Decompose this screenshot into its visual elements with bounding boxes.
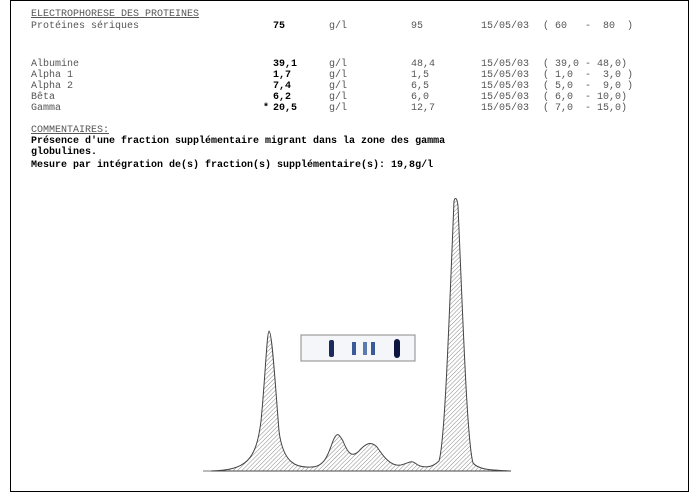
gel-band	[363, 342, 367, 355]
gel-band	[371, 342, 375, 355]
date: 15/05/03	[481, 70, 529, 81]
unit: g/l	[329, 70, 347, 81]
row-label: Protéines sériques	[31, 21, 139, 32]
report-page: ELECTROPHORESE DES PROTEINES COMMENTAIRE…	[10, 0, 689, 492]
date: 15/05/03	[481, 103, 529, 114]
row-label: Albumine	[31, 59, 79, 70]
value: 75	[273, 21, 285, 32]
value: 7,4	[273, 81, 291, 92]
gel-band	[329, 340, 334, 357]
previous-value: 12,7	[411, 103, 435, 114]
previous-value: 6,0	[411, 92, 429, 103]
gel-band	[352, 342, 356, 355]
value: 1,7	[273, 70, 291, 81]
reference-range: ( 6,0 - 10,0)	[543, 92, 627, 103]
gel-band	[394, 339, 400, 358]
previous-value: 48,4	[411, 59, 435, 70]
flag: *	[263, 103, 269, 114]
reference-range: ( 5,0 - 9,0 )	[543, 81, 633, 92]
unit: g/l	[329, 59, 347, 70]
reference-range: ( 60 - 80 )	[543, 21, 633, 32]
unit: g/l	[329, 21, 347, 32]
value: 6,2	[273, 92, 291, 103]
value: 20,5	[273, 103, 297, 114]
date: 15/05/03	[481, 92, 529, 103]
value: 39,1	[273, 59, 297, 70]
unit: g/l	[329, 103, 347, 114]
previous-value: 6,5	[411, 81, 429, 92]
row-label: Bêta	[31, 92, 55, 103]
row-label: Alpha 1	[31, 70, 73, 81]
date: 15/05/03	[481, 59, 529, 70]
row-label: Alpha 2	[31, 81, 73, 92]
reference-range: ( 39,0 - 48,0)	[543, 59, 627, 70]
previous-value: 95	[411, 21, 423, 32]
reference-range: ( 1,0 - 3,0 )	[543, 70, 633, 81]
date: 15/05/03	[481, 81, 529, 92]
unit: g/l	[329, 81, 347, 92]
unit: g/l	[329, 92, 347, 103]
previous-value: 1,5	[411, 70, 429, 81]
row-label: Gamma	[31, 103, 61, 114]
reference-range: ( 7,0 - 15,0)	[543, 103, 627, 114]
date: 15/05/03	[481, 21, 529, 32]
